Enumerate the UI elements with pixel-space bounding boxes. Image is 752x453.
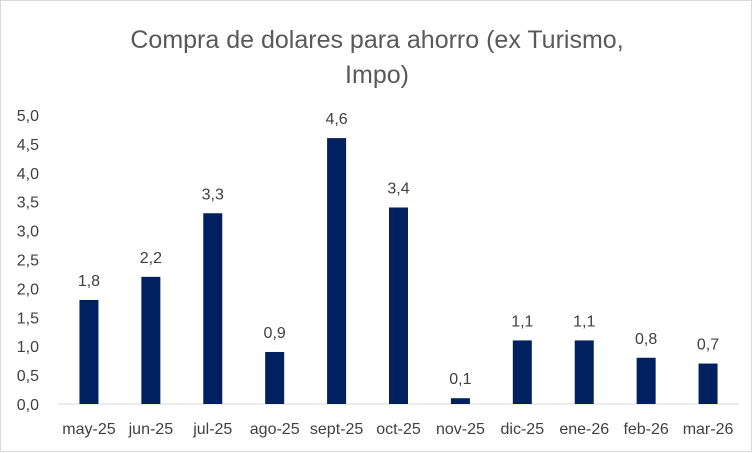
y-tick-label: 2,5 bbox=[17, 253, 39, 270]
data-label: 2,2 bbox=[140, 250, 162, 267]
x-tick-label: ago-25 bbox=[250, 421, 300, 438]
x-tick-label: ene-26 bbox=[559, 421, 609, 438]
data-label: 0,7 bbox=[697, 337, 719, 354]
data-label: 1,8 bbox=[78, 273, 100, 290]
y-tick-label: 1,0 bbox=[17, 339, 39, 356]
bar bbox=[141, 276, 161, 404]
bar bbox=[265, 351, 285, 404]
data-label: 3,3 bbox=[202, 186, 224, 203]
x-tick-label: may-25 bbox=[62, 421, 115, 438]
x-tick-label: dic-25 bbox=[501, 421, 545, 438]
bar bbox=[79, 299, 99, 404]
data-label: 0,1 bbox=[449, 371, 471, 388]
y-tick-label: 3,5 bbox=[17, 195, 39, 212]
x-tick-label: feb-26 bbox=[623, 421, 668, 438]
chart-title-line-1: Compra de dolares para ahorro (ex Turism… bbox=[130, 26, 623, 54]
x-tick-label: jul-25 bbox=[192, 421, 232, 438]
bar bbox=[450, 398, 470, 404]
y-tick-label: 1,5 bbox=[17, 310, 39, 327]
bar bbox=[636, 357, 656, 404]
bar bbox=[327, 138, 347, 404]
data-label: 0,9 bbox=[264, 325, 286, 342]
data-label: 3,4 bbox=[387, 180, 409, 197]
bar bbox=[698, 363, 718, 404]
data-label: 0,8 bbox=[635, 331, 657, 348]
x-tick-label: oct-25 bbox=[376, 421, 421, 438]
y-tick-label: 4,0 bbox=[17, 166, 39, 183]
y-tick-label: 5,0 bbox=[17, 108, 39, 125]
x-tick-label: nov-25 bbox=[436, 421, 485, 438]
x-tick-label: sept-25 bbox=[310, 421, 363, 438]
y-tick-label: 0,0 bbox=[17, 397, 39, 414]
y-tick-label: 2,0 bbox=[17, 281, 39, 298]
x-axis: may-25 jun-25 jul-25 ago-25 sept-25 oct-25 nov… bbox=[62, 421, 733, 438]
data-label: 4,6 bbox=[325, 111, 347, 128]
data-label: 1,1 bbox=[573, 313, 595, 330]
bar bbox=[203, 213, 223, 404]
x-tick-label: mar-26 bbox=[683, 421, 734, 438]
bar bbox=[389, 207, 408, 404]
y-axis: 0,0 0,5 1,0 1,5 2,0 2,5 3,0 3,5 4,0 4,5 5,0 bbox=[17, 108, 39, 414]
bars bbox=[79, 138, 718, 404]
data-label: 1,1 bbox=[511, 313, 533, 330]
data-labels: 1,8 2,2 3,3 0,9 4,6 3,4 0,1 1,1 1,1 0,8 0,7 bbox=[78, 111, 719, 388]
chart-title-line-2: Impo) bbox=[345, 61, 409, 89]
bar bbox=[512, 340, 532, 404]
x-tick-label: jun-25 bbox=[128, 421, 174, 438]
y-tick-label: 4,5 bbox=[17, 137, 39, 154]
y-tick-label: 0,5 bbox=[17, 368, 39, 385]
y-tick-label: 3,0 bbox=[17, 224, 39, 241]
bar bbox=[574, 340, 594, 404]
